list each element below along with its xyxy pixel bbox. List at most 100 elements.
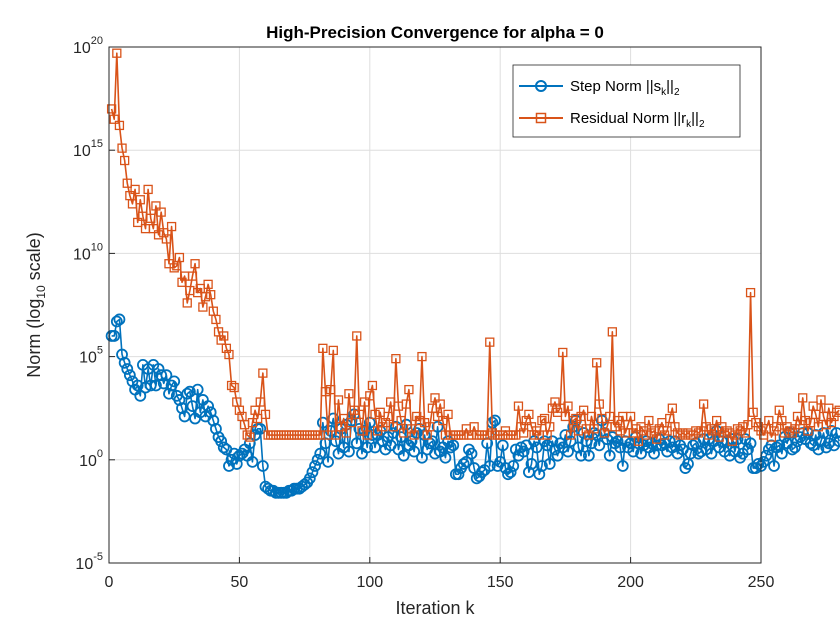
step-point <box>217 441 230 454</box>
residual-point <box>106 104 117 114</box>
step-point <box>215 435 228 448</box>
step-point <box>426 435 439 448</box>
step-point <box>619 435 632 448</box>
residual-point <box>712 415 722 426</box>
y-axis-label-tail: scale) <box>24 232 44 285</box>
residual-point <box>255 397 265 407</box>
step-point <box>773 439 786 452</box>
residual-point <box>563 401 573 411</box>
residual-point <box>198 302 208 312</box>
residual-point <box>135 195 145 205</box>
step-point <box>173 394 186 406</box>
residual-point <box>122 178 132 188</box>
step-point <box>786 443 799 456</box>
step-point <box>361 441 374 454</box>
step-point <box>439 451 452 464</box>
legend-residual-label: Residual Norm ||rk||2 <box>570 110 705 130</box>
residual-point <box>594 399 604 409</box>
legend-residual-sub2: 2 <box>699 119 705 130</box>
step-point <box>256 460 269 472</box>
residual-point <box>143 184 153 195</box>
residual-point <box>443 409 453 420</box>
y-tick-label: 100 <box>79 448 103 470</box>
legend-residual-main: Residual Norm ||r <box>570 110 686 127</box>
legend-box <box>512 64 741 138</box>
residual-point <box>667 403 677 413</box>
step-point <box>825 424 838 437</box>
residual-point <box>425 422 435 432</box>
y-tick-base: 10 <box>79 453 97 470</box>
step-point <box>113 313 126 326</box>
residual-point <box>409 430 419 440</box>
residual-point <box>245 432 255 442</box>
residual-point <box>166 221 177 232</box>
legend-step-main: Step Norm ||s <box>570 78 661 95</box>
residual-point <box>331 430 341 440</box>
residual-point <box>644 415 654 426</box>
series-residual-norm <box>106 48 840 446</box>
y-tick-label: 1020 <box>73 35 103 57</box>
step-point <box>543 458 556 470</box>
residual-point <box>727 436 737 446</box>
residual-point <box>109 114 119 124</box>
residual-point <box>438 415 448 426</box>
residual-point <box>670 422 680 432</box>
residual-point <box>633 436 644 446</box>
x-tick-label: 0 <box>105 574 114 591</box>
step-point <box>551 449 564 462</box>
step-point <box>207 414 220 427</box>
y-axis-label-sub: 10 <box>34 285 48 299</box>
step-point <box>457 458 470 470</box>
y-tick-base: 10 <box>75 556 93 573</box>
residual-point <box>130 184 140 195</box>
step-point <box>121 363 134 375</box>
step-point <box>564 435 577 448</box>
step-point <box>418 429 431 441</box>
residual-point <box>328 345 338 356</box>
residual-point <box>800 415 810 426</box>
residual-point <box>607 327 617 337</box>
chart-title: High-Precision Convergence for alpha = 0 <box>266 23 604 42</box>
residual-point <box>785 426 795 436</box>
residual-point <box>539 413 550 424</box>
y-tick-power: 10 <box>91 241 103 253</box>
step-point <box>322 455 334 468</box>
step-point <box>160 369 173 382</box>
step-point <box>687 439 700 452</box>
residual-point <box>114 120 125 131</box>
residual-point <box>365 391 375 401</box>
residual-point <box>401 399 411 409</box>
step-point <box>833 435 840 448</box>
step-point <box>616 460 629 472</box>
x-tick-label: 50 <box>231 574 249 591</box>
step-point <box>405 435 418 448</box>
residual-point <box>151 201 161 211</box>
residual-point <box>359 397 370 407</box>
y-tick-base: 10 <box>73 246 91 263</box>
y-axis-label: Norm (log10 scale) <box>24 232 48 377</box>
legend: Step Norm ||sk||2 Residual Norm ||rk||2 <box>512 64 741 138</box>
y-tick-base: 10 <box>73 143 91 160</box>
residual-point <box>798 393 808 403</box>
step-point <box>152 363 165 375</box>
residual-point <box>156 207 166 217</box>
residual-point <box>521 415 531 426</box>
step-point <box>183 385 196 398</box>
y-tick-label: 10-5 <box>75 551 103 573</box>
step-point <box>603 449 616 462</box>
legend-step-label: Step Norm ||sk||2 <box>570 78 680 98</box>
legend-step-sub2: 2 <box>674 87 680 98</box>
step-point <box>230 458 243 470</box>
residual-point <box>362 430 372 440</box>
legend-step-marker <box>535 80 547 92</box>
residual-point <box>625 411 636 422</box>
residual-point <box>550 397 560 407</box>
step-point <box>593 439 606 452</box>
step-point <box>163 387 175 400</box>
step-point <box>210 422 222 435</box>
residual-point <box>161 234 172 244</box>
residual-point <box>169 263 179 273</box>
step-point <box>504 466 517 479</box>
x-tick-label: 150 <box>487 574 514 591</box>
y-tick-base: 10 <box>79 350 97 367</box>
